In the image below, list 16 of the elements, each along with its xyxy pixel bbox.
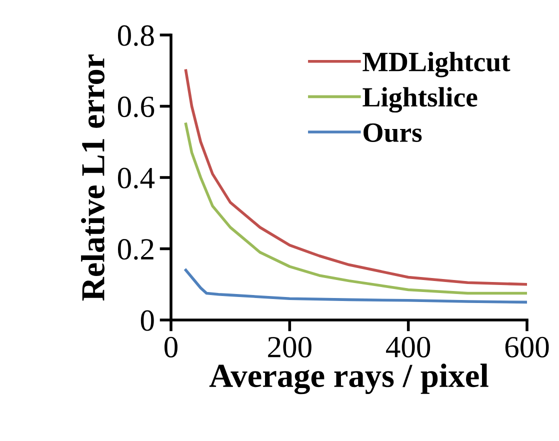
y-tick-label: 0 — [140, 310, 154, 331]
line-series — [184, 268, 527, 304]
y-axis-title: Relative L1 error — [81, 54, 105, 301]
legend-label: Ours — [364, 123, 422, 142]
y-tick-label: 0.2 — [118, 239, 154, 260]
x-axis-title: Average rays / pixel — [209, 364, 488, 394]
x-tick-label: 0 — [164, 336, 178, 358]
y-tick-label: 0.6 — [118, 96, 154, 118]
x-tick-label: 600 — [505, 336, 549, 358]
y-tick-label: 0.8 — [118, 25, 154, 46]
y-tick-label: 0.4 — [118, 168, 155, 189]
legend-label: MDLightcut — [362, 52, 510, 78]
line-series — [184, 122, 527, 295]
legend-label: Lightslice — [362, 87, 478, 113]
x-tick-label: 200 — [268, 336, 312, 358]
x-tick-label: 400 — [386, 336, 430, 358]
